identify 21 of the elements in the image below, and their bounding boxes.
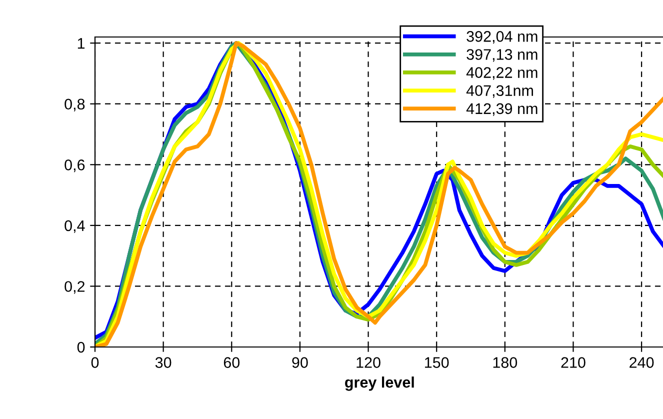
legend-label: 407,31nm [466,85,533,98]
x-tick-label: 180 [493,357,518,368]
x-tick-label: 30 [155,357,172,368]
y-tick-label: 0 [77,342,85,353]
y-tick-label: 0,8 [64,98,85,112]
y-tick-label: 0,2 [64,281,85,294]
x-tick-label: 60 [224,357,240,368]
legend-label: 402,22 nm [466,67,538,80]
x-tick-label: 90 [292,357,308,368]
legend-label: 397,13 nm [466,49,538,62]
x-tick-label: 210 [561,357,586,368]
x-tick-label: 0 [91,357,99,368]
y-tick-label: 0,6 [64,160,85,172]
legend-label: 392,04 nm [466,31,538,44]
y-tick-label: 1 [78,38,85,49]
x-axis-title: grey level [345,376,414,391]
x-tick-label: 150 [425,357,449,368]
y-tick-label: 0,4 [64,220,85,233]
x-tick-label: 120 [356,357,380,368]
legend-label: 412,39 nm [466,103,538,116]
x-tick-label: 240 [630,357,654,368]
